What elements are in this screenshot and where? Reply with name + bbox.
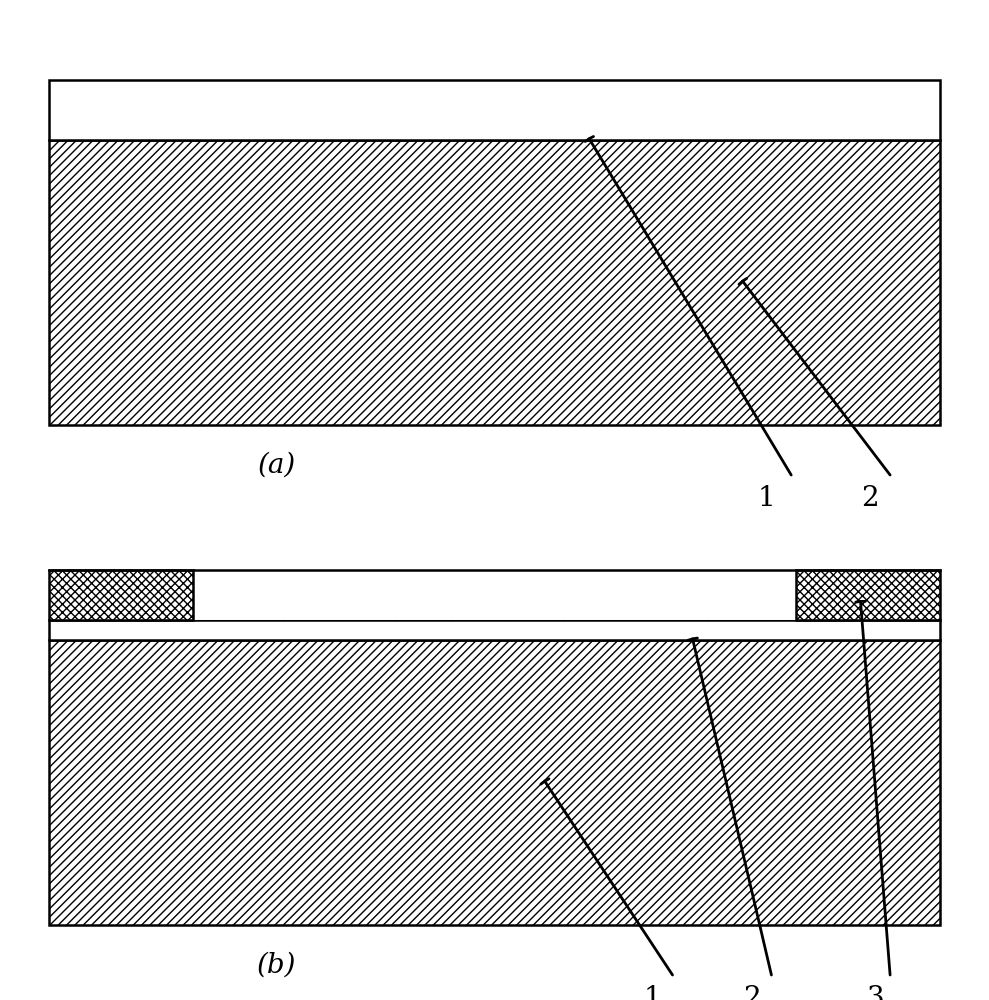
- Text: (a): (a): [258, 452, 296, 479]
- Bar: [796, 570, 940, 620]
- Bar: [49, 140, 940, 425]
- Text: 2: 2: [861, 485, 879, 512]
- Bar: [49, 570, 940, 620]
- Text: 1: 1: [758, 485, 775, 512]
- Bar: [49, 620, 940, 640]
- Text: (b): (b): [257, 952, 297, 978]
- Text: 1: 1: [644, 985, 662, 1000]
- Bar: [49, 80, 940, 140]
- Bar: [49, 570, 193, 620]
- Text: 3: 3: [866, 985, 884, 1000]
- Bar: [49, 640, 940, 925]
- Text: 2: 2: [743, 985, 761, 1000]
